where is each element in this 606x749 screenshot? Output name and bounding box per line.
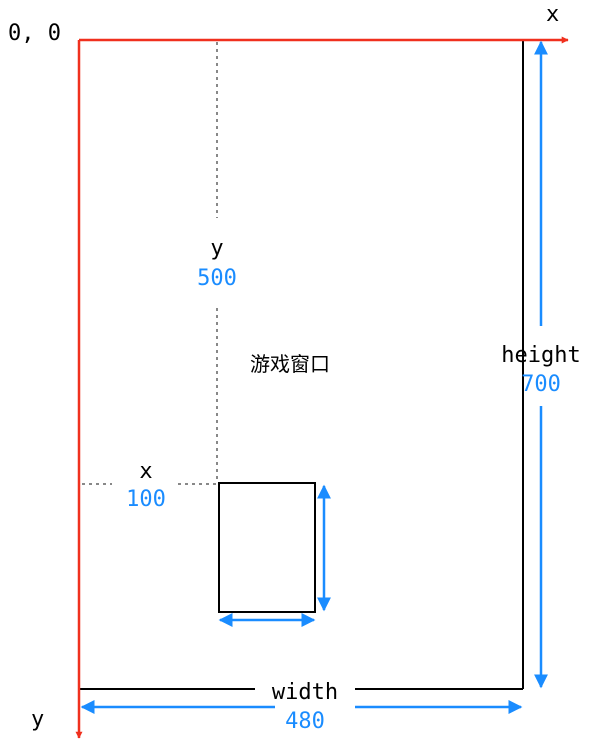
origin-label: 0, 0 bbox=[8, 21, 61, 46]
x-axis-label: x bbox=[546, 2, 559, 27]
sprite-rect bbox=[218, 482, 316, 613]
window-width-value: 480 bbox=[285, 709, 325, 734]
y-axis-label: y bbox=[31, 707, 44, 732]
sprite-y-value: 500 bbox=[197, 266, 237, 291]
window-height-value: 700 bbox=[521, 372, 561, 397]
window-width-name: width bbox=[272, 680, 338, 705]
window-height-name: height bbox=[501, 343, 580, 368]
sprite-x-name: x bbox=[139, 459, 152, 484]
window-label: 游戏窗口 bbox=[250, 352, 330, 376]
sprite-y-name: y bbox=[210, 236, 223, 261]
sprite-x-value: 100 bbox=[126, 487, 166, 512]
